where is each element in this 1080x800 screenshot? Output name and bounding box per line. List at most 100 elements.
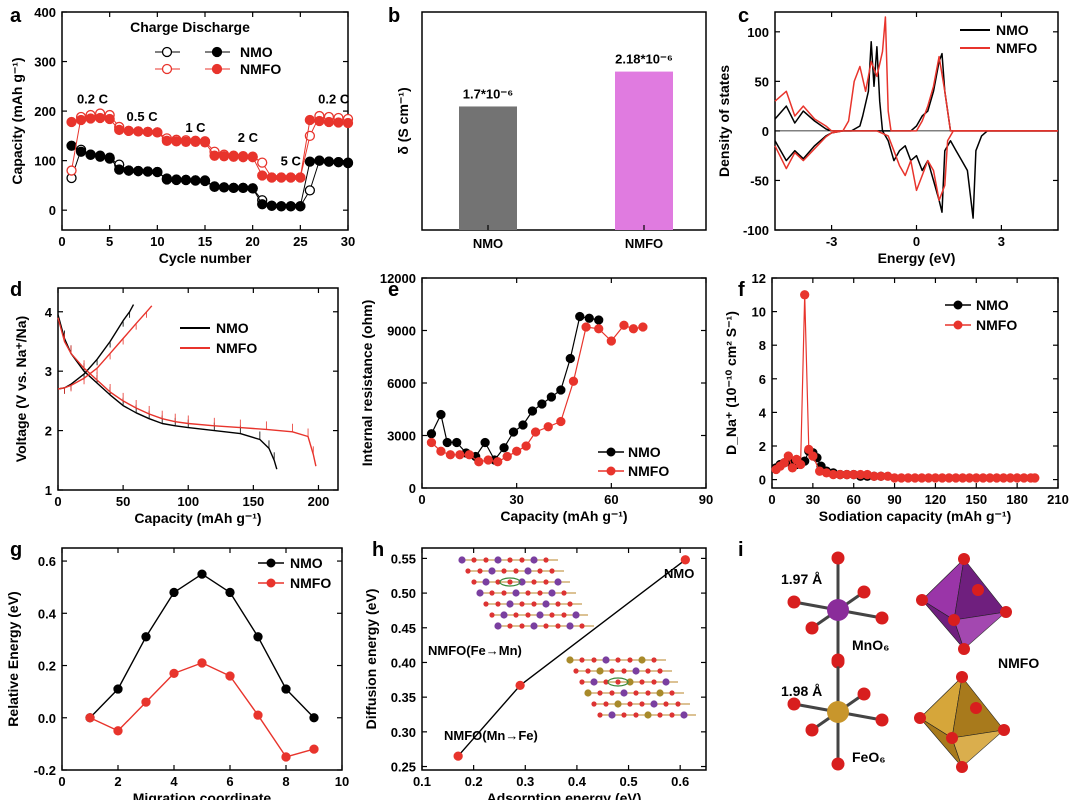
- data-point: [141, 697, 151, 707]
- legend-label: NMFO: [240, 61, 281, 77]
- y-tick-label: 0.35: [391, 690, 416, 705]
- tm-atom: [566, 622, 574, 630]
- x-tick-label: 50: [116, 494, 130, 509]
- o-atom: [573, 668, 579, 674]
- x-tick-label: 210: [1047, 492, 1069, 507]
- o-atom: [615, 679, 621, 685]
- data-point: [436, 409, 446, 420]
- tm-atom: [662, 678, 670, 686]
- data-point: [197, 658, 207, 668]
- data-point: [453, 751, 463, 761]
- data-point: [546, 392, 557, 402]
- x-tick-label: 60: [846, 492, 860, 507]
- rate-label: 5 C: [281, 154, 302, 169]
- discharge-point: [304, 114, 316, 126]
- tm-atom: [614, 700, 622, 708]
- x-tick-label: 3: [998, 234, 1005, 249]
- o-atom: [507, 623, 513, 629]
- discharge-point: [314, 115, 325, 127]
- o-atom: [519, 557, 525, 563]
- y-tick-label: 0.30: [391, 725, 416, 740]
- discharge-point: [190, 175, 201, 186]
- o-atom: [525, 590, 531, 596]
- o-atom: [489, 590, 495, 596]
- y-tick-label: 6000: [387, 376, 416, 391]
- oxygen-atom: [857, 585, 871, 599]
- y-tick-label: 200: [34, 104, 56, 119]
- o-atom: [519, 623, 525, 629]
- y-tick-label: 0.50: [391, 586, 416, 601]
- o-atom: [489, 612, 495, 618]
- oxygen-atom: [970, 702, 982, 714]
- data-point: [515, 680, 525, 691]
- tm-atom: [554, 578, 562, 586]
- legend-marker: [953, 320, 963, 330]
- data-point: [436, 446, 446, 456]
- voltage-curve: [57, 314, 278, 470]
- data-point: [197, 569, 207, 579]
- tm-atom: [572, 611, 580, 619]
- data-point: [85, 713, 95, 723]
- y-tick-label: 0: [762, 124, 769, 139]
- oxygen-atom: [831, 757, 845, 771]
- legend-label: NMFO: [216, 340, 257, 356]
- data-point: [452, 437, 462, 448]
- o-atom: [543, 579, 549, 585]
- o-atom: [633, 712, 639, 718]
- o-atom: [663, 701, 669, 707]
- data-point: [556, 416, 566, 427]
- series-line: [431, 324, 644, 463]
- rate-label: 0.5 C: [127, 109, 159, 124]
- discharge-point: [75, 114, 87, 126]
- discharge-point: [180, 136, 192, 147]
- plot-frame: [771, 277, 1059, 489]
- legend-marker: [266, 578, 276, 588]
- o-atom: [567, 601, 573, 607]
- tm-atom: [626, 678, 634, 686]
- o-atom: [639, 701, 645, 707]
- o-atom: [555, 601, 561, 607]
- discharge-point: [66, 140, 77, 151]
- panel-label: f: [738, 279, 745, 301]
- tm-atom: [488, 567, 496, 575]
- data-point: [594, 324, 604, 334]
- discharge-point: [75, 146, 87, 157]
- o-atom: [657, 668, 663, 674]
- discharge-point: [333, 117, 344, 128]
- o-atom: [513, 612, 519, 618]
- discharge-point: [85, 113, 96, 124]
- panel-i: i 1.97 Å MnO₆ 1.98 Å FeO₆ NMFO: [738, 539, 1039, 773]
- discharge-point: [237, 182, 249, 194]
- o-atom: [471, 557, 477, 563]
- data-point: [464, 450, 474, 460]
- oxygen-atom: [831, 551, 845, 565]
- discharge-point: [218, 182, 230, 193]
- y-axis-label: Internal resistance (ohm): [359, 300, 375, 467]
- fe-bond-length: 1.98 Å: [781, 683, 822, 699]
- tm-atom: [602, 656, 610, 664]
- x-tick-label: 0.6: [671, 774, 689, 789]
- x-tick-label: 120: [925, 492, 947, 507]
- series-line: [89, 662, 315, 758]
- o-atom: [507, 557, 513, 563]
- discharge-point: [333, 156, 344, 168]
- panel-label: e: [388, 279, 399, 301]
- o-atom: [669, 712, 675, 718]
- x-tick-label: 30: [341, 234, 355, 249]
- x-tick-label: 180: [1006, 492, 1028, 507]
- o-atom: [675, 701, 681, 707]
- o-atom: [645, 690, 651, 696]
- x-tick-label: 8: [282, 774, 289, 789]
- data-point: [309, 744, 319, 754]
- feo6-polyhedron: [914, 671, 1010, 773]
- lattice-inset: [458, 556, 594, 630]
- tm-atom: [494, 622, 502, 630]
- point-label: NMO: [664, 566, 694, 581]
- plot-frame: [61, 547, 343, 771]
- y-axis-label: Capacity (mAh g⁻¹): [9, 57, 25, 184]
- y-tick-label: 0.0: [38, 711, 56, 726]
- discharge-point: [123, 125, 134, 137]
- oxygen-atom: [956, 671, 968, 683]
- o-atom: [477, 568, 483, 574]
